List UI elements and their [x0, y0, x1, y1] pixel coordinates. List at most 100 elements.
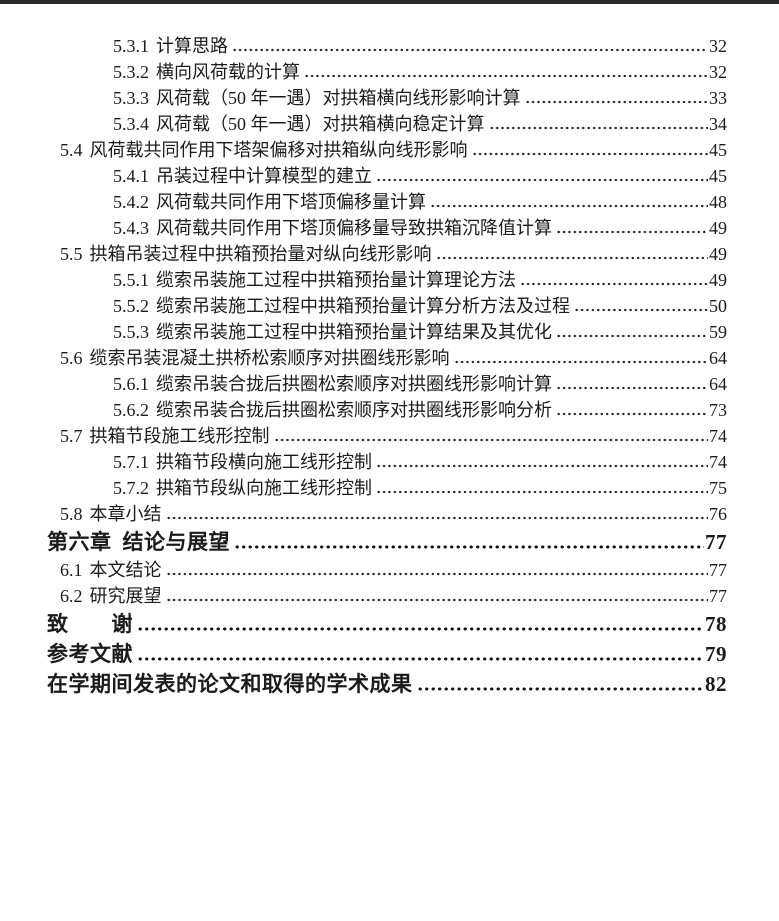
toc-entry: 5.5.2 缆索吊装施工过程中拱箱预抬量计算分析方法及过程 50 [0, 292, 779, 318]
toc-entry-page: 32 [709, 36, 727, 56]
toc-entry-page: 64 [709, 374, 727, 394]
toc-entry-page: 76 [709, 504, 727, 524]
dotted-leader [273, 431, 708, 442]
toc-entry-title: 致 谢 [47, 612, 133, 636]
toc-entry-page: 49 [709, 244, 727, 264]
toc-entry-page: 48 [709, 192, 727, 212]
toc-entry-title: 本文结论 [89, 560, 162, 580]
toc-entry-number: 5.5.2 [113, 296, 149, 316]
toc-entry-page: 75 [709, 478, 727, 498]
toc-entry-page: 82 [705, 672, 727, 696]
toc-entry: 5.4.3 风荷载共同作用下塔顶偏移量导致拱箱沉降值计算 49 [0, 214, 779, 240]
dotted-leader [556, 405, 708, 416]
toc-entry-page: 78 [705, 612, 727, 636]
toc-entry: 5.3.3 风荷载（50 年一遇）对拱箱横向线形影响计算 33 [0, 84, 779, 110]
dotted-leader [376, 457, 708, 468]
toc-entry: 5.6.2 缆索吊装合拢后拱圈松索顺序对拱圈线形影响分析 73 [0, 396, 779, 422]
toc-entry-page: 74 [709, 452, 727, 472]
dotted-leader [234, 538, 704, 549]
toc-entry: 5.7.2 拱箱节段纵向施工线形控制 75 [0, 474, 779, 500]
dotted-leader [556, 379, 708, 390]
toc-entry-title: 计算思路 [156, 36, 228, 56]
toc-entry: 5.4.1 吊装过程中计算模型的建立 45 [0, 162, 779, 188]
dotted-leader [416, 680, 704, 691]
toc-entry-page: 33 [709, 88, 727, 108]
toc-entry-page: 49 [709, 218, 727, 238]
dotted-leader [524, 93, 708, 104]
toc-entry-title: 缆索吊装混凝土拱桥松索顺序对拱圈线形影响 [89, 348, 450, 368]
toc-entry-number: 5.3.1 [113, 36, 149, 56]
dotted-leader [430, 197, 708, 208]
toc-entry-title: 拱箱吊装过程中拱箱预抬量对纵向线形影响 [89, 244, 432, 264]
toc-entry-page: 77 [705, 530, 727, 554]
toc-entry: 5.5 拱箱吊装过程中拱箱预抬量对纵向线形影响 49 [0, 240, 779, 266]
toc-entry: 5.3.2 横向风荷载的计算 32 [0, 58, 779, 84]
dotted-leader [471, 145, 708, 156]
toc-entry-number: 5.7.2 [113, 478, 149, 498]
toc-entry: 5.5.3 缆索吊装施工过程中拱箱预抬量计算结果及其优化 59 [0, 318, 779, 344]
toc-entry: 5.7.1 拱箱节段横向施工线形控制 74 [0, 448, 779, 474]
toc-entry-number: 5.7 [60, 426, 83, 446]
toc-entry-number: 5.4 [60, 140, 83, 160]
toc-entry-title: 横向风荷载的计算 [156, 62, 300, 82]
toc-entry-title: 缆索吊装施工过程中拱箱预抬量计算结果及其优化 [156, 322, 552, 342]
toc-entry: 5.8 本章小结 76 [0, 500, 779, 526]
toc-entry-number: 6.2 [60, 586, 83, 606]
toc-entry: 5.6 缆索吊装混凝土拱桥松索顺序对拱圈线形影响 64 [0, 344, 779, 370]
dotted-leader [232, 41, 708, 52]
toc-entry-title: 参考文献 [47, 642, 133, 666]
toc-entry-title: 缆索吊装施工过程中拱箱预抬量计算理论方法 [156, 270, 516, 290]
toc-entry-page: 45 [709, 166, 727, 186]
dotted-leader [137, 650, 704, 661]
toc-entry-number: 5.5 [60, 244, 83, 264]
toc-entry-number: 5.8 [60, 504, 83, 524]
toc-entry-number: 6.1 [60, 560, 83, 580]
toc-entry-number: 5.3.2 [113, 62, 149, 82]
toc-entry-number: 第六章 [47, 530, 112, 554]
toc-entry-number: 5.5.1 [113, 270, 149, 290]
toc-entry: 5.4.2 风荷载共同作用下塔顶偏移量计算 48 [0, 188, 779, 214]
toc-entry-number: 5.4.3 [113, 218, 149, 238]
toc-entry: 5.6.1 缆索吊装合拢后拱圈松索顺序对拱圈线形影响计算 64 [0, 370, 779, 396]
toc-entry: 致 谢 78 [0, 608, 779, 638]
toc-entry-title: 研究展望 [89, 586, 162, 606]
dotted-leader [556, 327, 708, 338]
toc-entry: 在学期间发表的论文和取得的学术成果 82 [0, 668, 779, 698]
toc-entry-title: 风荷载共同作用下塔顶偏移量导致拱箱沉降值计算 [156, 218, 552, 238]
toc-entry-number: 5.6 [60, 348, 83, 368]
toc-entry-title: 拱箱节段纵向施工线形控制 [156, 478, 372, 498]
toc-list: 5.3.1 计算思路 32 5.3.2 横向风荷载的计算 32 5.3.3 风荷… [0, 32, 779, 698]
toc-entry: 6.1 本文结论 77 [0, 556, 779, 582]
dotted-leader [520, 275, 708, 286]
toc-entry-title: 拱箱节段施工线形控制 [89, 426, 270, 446]
toc-entry-number: 5.6.2 [113, 400, 149, 420]
dotted-leader [165, 591, 708, 602]
toc-entry-title: 结论与展望 [122, 530, 230, 554]
toc-entry-page: 45 [709, 140, 727, 160]
toc-entry-title: 拱箱节段横向施工线形控制 [156, 452, 372, 472]
toc-entry-title: 风荷载共同作用下塔顶偏移量计算 [156, 192, 426, 212]
toc-entry-page: 34 [709, 114, 727, 134]
dotted-leader [435, 249, 708, 260]
toc-entry: 5.5.1 缆索吊装施工过程中拱箱预抬量计算理论方法 49 [0, 266, 779, 292]
dotted-leader [376, 483, 708, 494]
toc-entry-page: 73 [709, 400, 727, 420]
toc-entry-number: 5.5.3 [113, 322, 149, 342]
toc-entry-title: 风荷载（50 年一遇）对拱箱横向稳定计算 [156, 114, 485, 134]
toc-entry: 5.7 拱箱节段施工线形控制 74 [0, 422, 779, 448]
toc-entry-title: 本章小结 [89, 504, 162, 524]
dotted-leader [453, 353, 708, 364]
toc-entry-number: 5.6.1 [113, 374, 149, 394]
toc-entry: 5.4 风荷载共同作用下塔架偏移对拱箱纵向线形影响 45 [0, 136, 779, 162]
toc-entry-number: 5.3.4 [113, 114, 149, 134]
dotted-leader [376, 171, 708, 182]
dotted-leader [556, 223, 708, 234]
toc-entry: 6.2 研究展望 77 [0, 582, 779, 608]
dotted-leader [165, 509, 708, 520]
toc-entry-title: 缆索吊装合拢后拱圈松索顺序对拱圈线形影响分析 [156, 400, 552, 420]
toc-entry-page: 77 [709, 560, 727, 580]
toc-entry-title: 缆索吊装合拢后拱圈松索顺序对拱圈线形影响计算 [156, 374, 552, 394]
toc-entry-title: 风荷载（50 年一遇）对拱箱横向线形影响计算 [156, 88, 521, 108]
toc-entry-page: 77 [709, 586, 727, 606]
